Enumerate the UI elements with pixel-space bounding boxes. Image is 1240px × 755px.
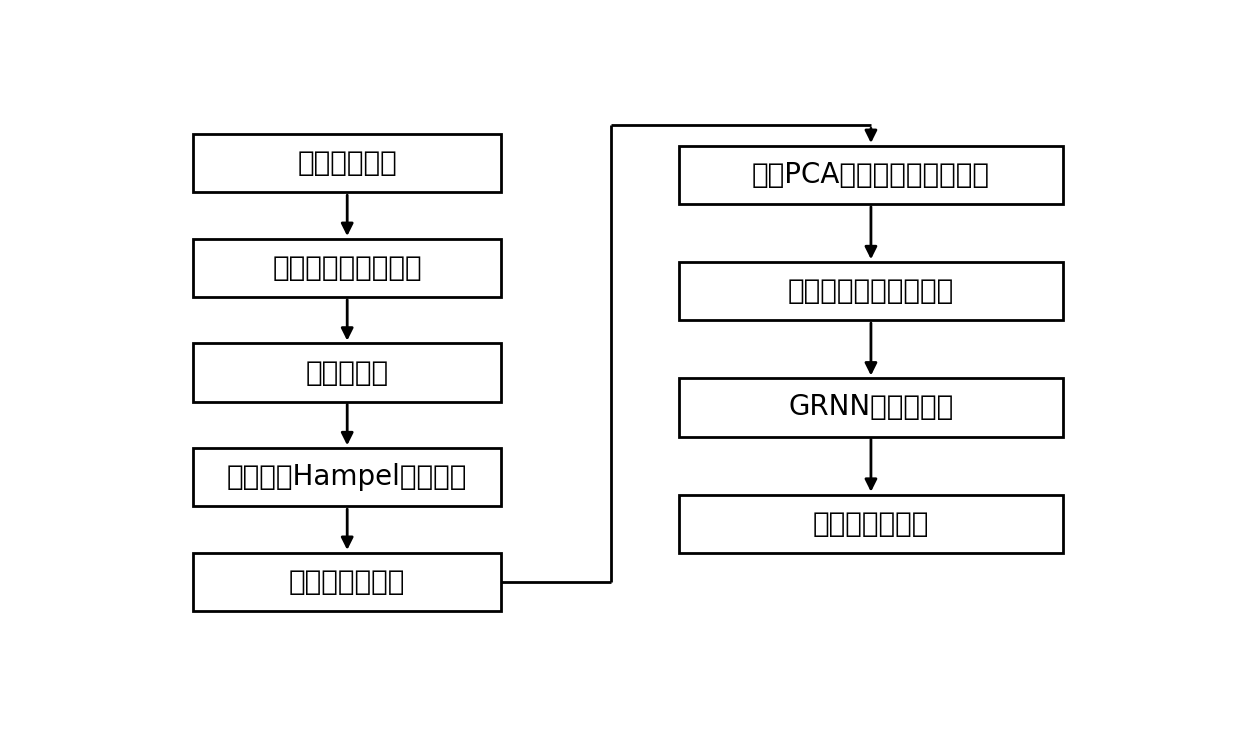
Text: 历史工业数据: 历史工业数据 [298, 149, 397, 177]
Text: 遗传算法确定滞后时间: 遗传算法确定滞后时间 [787, 277, 954, 305]
FancyBboxPatch shape [678, 146, 1063, 204]
FancyBboxPatch shape [193, 134, 501, 193]
FancyBboxPatch shape [193, 553, 501, 611]
Text: 缺失值填补: 缺失值填补 [305, 359, 389, 387]
Text: GRNN建立软仪表: GRNN建立软仪表 [789, 393, 954, 421]
Text: 多元PCA工况确认和异常识别: 多元PCA工况确认和异常识别 [751, 161, 990, 189]
Text: 软仪表在线预测: 软仪表在线预测 [812, 510, 929, 538]
FancyBboxPatch shape [193, 344, 501, 402]
FancyBboxPatch shape [193, 448, 501, 507]
FancyBboxPatch shape [678, 378, 1063, 436]
Text: 经验法选择辅助变量: 经验法选择辅助变量 [273, 254, 422, 282]
FancyBboxPatch shape [193, 239, 501, 297]
Text: 移动窗口Hampel法去野值: 移动窗口Hampel法去野值 [227, 464, 467, 492]
Text: 小波单变量去噪: 小波单变量去噪 [289, 568, 405, 596]
FancyBboxPatch shape [678, 262, 1063, 320]
FancyBboxPatch shape [678, 495, 1063, 553]
